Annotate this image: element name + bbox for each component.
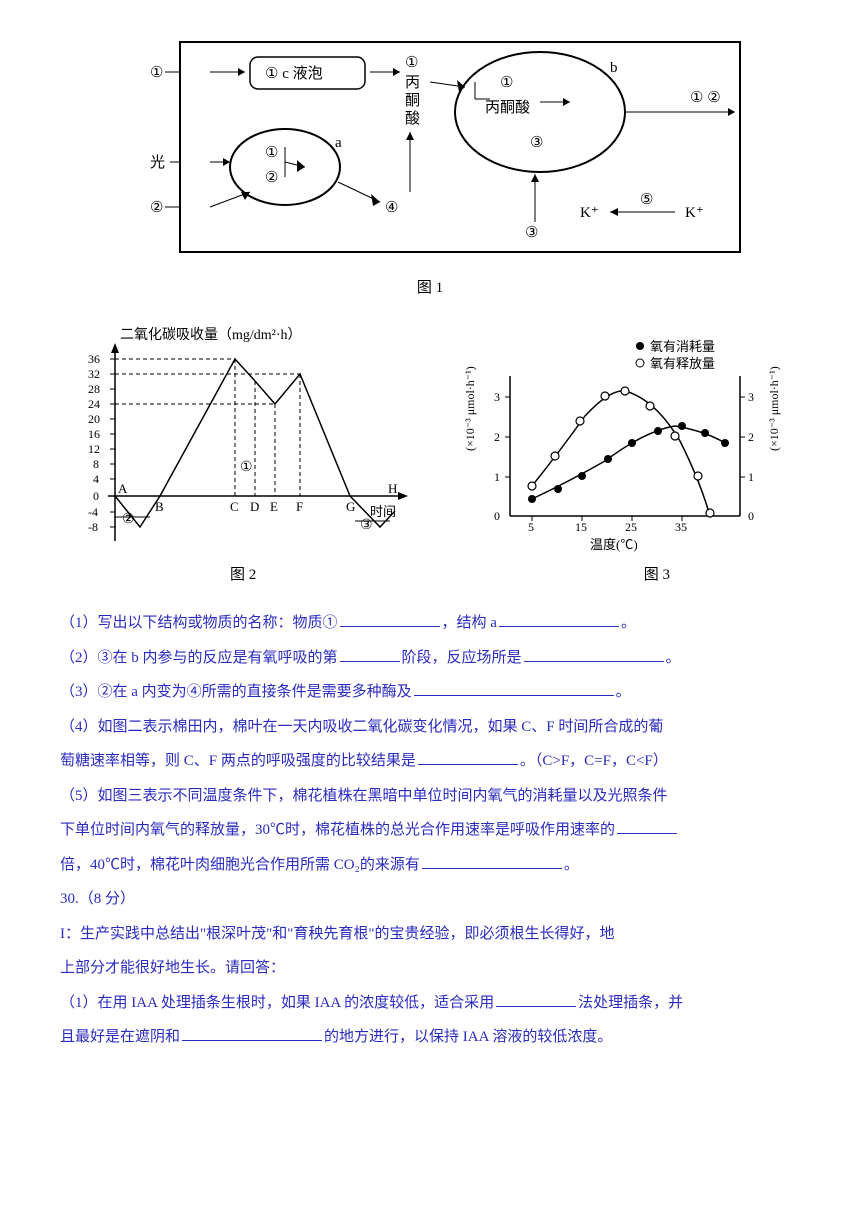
three: ③ (525, 225, 538, 241)
inner-3: ③ (530, 135, 543, 151)
svg-text:C: C (230, 499, 239, 514)
a-el2: ② (265, 170, 278, 186)
question-4b: 萄糖速率相等，则 C、F 两点的呼吸强度的比较结果是。（C>F，C=F，C<F） (60, 747, 800, 776)
question-Ia: I：生产实践中总结出"根深叶茂"和"育秧先育根"的宝贵经验，即必须根生长得好，地 (60, 920, 800, 949)
svg-text:酮: 酮 (405, 92, 420, 109)
svg-text:32: 32 (88, 367, 100, 381)
figure2-chart: 二氧化碳吸收量（mg/dm²·h） 36 32 28 24 20 16 12 8… (60, 321, 430, 561)
svg-text:0: 0 (748, 509, 754, 523)
question-I1a: （1）在用 IAA 处理插条生根时，如果 IAA 的浓度较低，适合采用法处理插条… (60, 989, 800, 1018)
question-I1c: 且最好是在遮阴和的地方进行，以保持 IAA 溶液的较低浓度。 (60, 1023, 800, 1052)
a-el1: ① (265, 145, 278, 161)
vacuole-label: ① c 液泡 (265, 65, 323, 82)
fig3-right-axis: (×10⁻³ μmol·h⁻¹) (767, 366, 781, 451)
svg-text:20: 20 (88, 412, 100, 426)
legend-filled: 氧有消耗量 (650, 339, 715, 354)
svg-text:12: 12 (88, 442, 100, 456)
svg-text:8: 8 (93, 457, 99, 471)
svg-text:时间: 时间 (370, 504, 396, 519)
svg-text:0: 0 (494, 509, 500, 523)
five: ⑤ (640, 192, 653, 208)
svg-text:2: 2 (748, 430, 754, 444)
svg-text:-8: -8 (88, 520, 98, 534)
a-label: a (335, 135, 342, 151)
figure1-diagram: ① ① c 液泡 ① 丙 酮 酸 b ① 丙酮酸 ③ ① ② 光 (110, 32, 750, 262)
question-Ib: 上部分才能很好地生长。请回答： (60, 954, 800, 983)
fig2-marker3: ③ (360, 518, 373, 533)
svg-text:E: E (270, 499, 278, 514)
k-right: K⁺ (685, 205, 704, 221)
pyruvate-inner: 丙酮酸 (485, 99, 530, 116)
question-4a: （4）如图二表示棉田内，棉叶在一天内吸收二氧化碳变化情况，如果 C、F 时间所合… (60, 713, 800, 742)
svg-text:D: D (250, 499, 259, 514)
svg-text:酸: 酸 (405, 110, 420, 127)
b-label: b (610, 60, 618, 76)
question-5b: 下单位时间内氧气的释放量，30℃时，棉花植株的总光合作用速率是呼吸作用速率的 (60, 816, 800, 845)
svg-text:3: 3 (748, 390, 754, 404)
legend-open: 氧有释放量 (650, 356, 715, 371)
figure3-chart: 氧有消耗量 氧有释放量 0 1 2 3 0 1 2 3 5 15 25 35 温… (450, 321, 800, 561)
fig2-marker1: ① (240, 460, 253, 475)
svg-text:1: 1 (748, 470, 754, 484)
figure2-caption: 图 2 (230, 561, 256, 590)
svg-text:B: B (155, 499, 164, 514)
fig3-xlabel: 温度(℃) (590, 537, 638, 552)
question-5c: 倍，40℃时，棉花叶肉细胞光合作用所需 CO₂的来源有。 (60, 851, 800, 880)
dual-captions: 图 2 图 3 (60, 561, 800, 590)
question-30: 30.（8 分） (60, 885, 800, 914)
figure3-caption: 图 3 (644, 561, 670, 590)
output: ① ② (690, 90, 721, 106)
two: ② (150, 200, 163, 216)
dual-charts: 二氧化碳吸收量（mg/dm²·h） 36 32 28 24 20 16 12 8… (60, 321, 800, 561)
svg-text:H: H (388, 481, 397, 496)
svg-text:5: 5 (528, 520, 534, 534)
svg-text:35: 35 (675, 520, 687, 534)
svg-text:25: 25 (625, 520, 637, 534)
fig3-left-axis: (×10⁻³ μmol·h⁻¹) (463, 366, 477, 451)
question-3: （3）②在 a 内变为④所需的直接条件是需要多种酶及。 (60, 678, 800, 707)
svg-text:G: G (346, 499, 355, 514)
fig2-ylabel: 二氧化碳吸收量（mg/dm²·h） (120, 327, 302, 343)
svg-text:15: 15 (575, 520, 587, 534)
svg-text:28: 28 (88, 382, 100, 396)
four: ④ (385, 200, 398, 216)
fig2-marker2: ② (122, 512, 135, 527)
svg-text:0: 0 (93, 489, 99, 503)
svg-text:F: F (296, 499, 303, 514)
svg-text:3: 3 (494, 390, 500, 404)
svg-text:4: 4 (93, 472, 99, 486)
svg-text:A: A (118, 481, 128, 496)
question-5a: （5）如图三表示不同温度条件下，棉花植株在黑暗中单位时间内氧气的消耗量以及光照条… (60, 782, 800, 811)
question-1: （1）写出以下结构或物质的名称：物质①，结构 a。 (60, 609, 800, 638)
svg-text:2: 2 (494, 430, 500, 444)
figure1-caption: 图 1 (60, 274, 800, 303)
inner-1: ① (500, 75, 513, 91)
svg-text:36: 36 (88, 352, 100, 366)
svg-text:丙: 丙 (405, 75, 420, 91)
pyruvate-outer-1: ① (405, 55, 418, 71)
svg-text:-4: -4 (88, 505, 98, 519)
svg-text:24: 24 (88, 397, 100, 411)
question-2: （2）③在 b 内参与的反应是有氧呼吸的第阶段，反应场所是。 (60, 644, 800, 673)
k-left: K⁺ (580, 205, 599, 221)
svg-text:16: 16 (88, 427, 100, 441)
figure1-container: ① ① c 液泡 ① 丙 酮 酸 b ① 丙酮酸 ③ ① ② 光 (60, 32, 800, 262)
label-l1: ① (150, 65, 163, 81)
light: 光 (150, 154, 165, 171)
svg-text:1: 1 (494, 470, 500, 484)
